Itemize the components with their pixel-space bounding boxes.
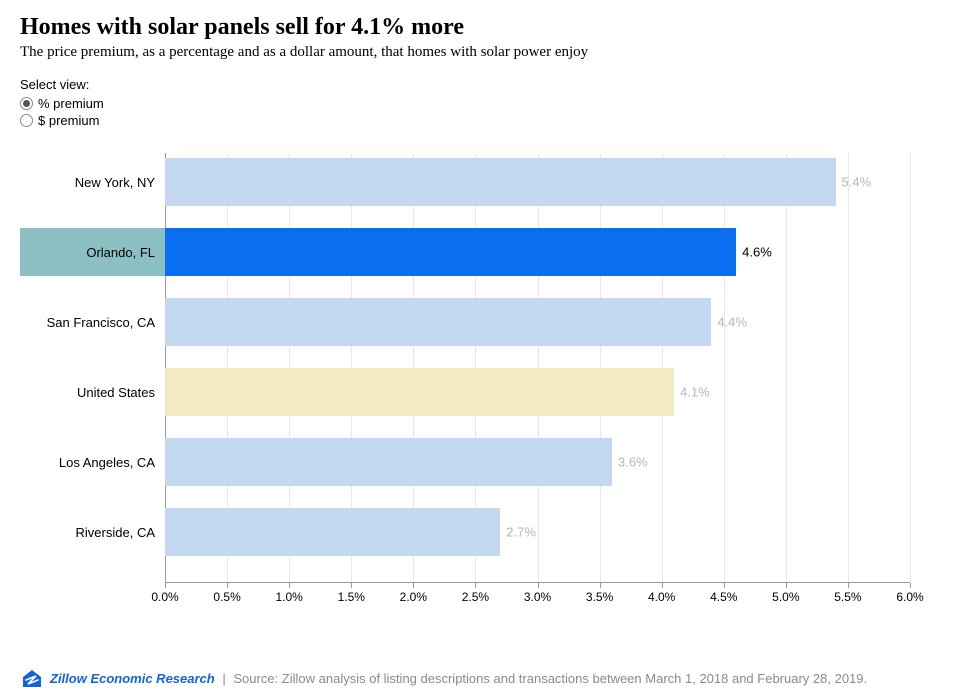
bar bbox=[165, 368, 674, 416]
bar bbox=[165, 228, 736, 276]
bar-value-label: 3.6% bbox=[618, 455, 648, 470]
bar bbox=[165, 158, 836, 206]
tick-mark bbox=[351, 583, 352, 588]
chart-title: Homes with solar panels sell for 4.1% mo… bbox=[20, 14, 940, 41]
bar-category-label: Riverside, CA bbox=[20, 508, 165, 556]
tick-mark bbox=[413, 583, 414, 588]
x-tick-label: 5.0% bbox=[772, 590, 799, 604]
tick-mark bbox=[910, 583, 911, 588]
tick-mark bbox=[662, 583, 663, 588]
tick-mark bbox=[848, 583, 849, 588]
tick-mark bbox=[165, 583, 166, 588]
tick-mark bbox=[786, 583, 787, 588]
bar-category-label: United States bbox=[20, 368, 165, 416]
tick-mark bbox=[227, 583, 228, 588]
x-tick-label: 4.5% bbox=[710, 590, 737, 604]
tick-mark bbox=[538, 583, 539, 588]
bar-value-label: 4.1% bbox=[680, 385, 710, 400]
radio-label: % premium bbox=[38, 96, 104, 111]
bar-row: Orlando, FL4.6% bbox=[165, 228, 910, 276]
x-axis: 0.0%0.5%1.0%1.5%2.0%2.5%3.0%3.5%4.0%4.5%… bbox=[165, 583, 910, 613]
bar-row: New York, NY5.4% bbox=[165, 158, 910, 206]
tick-mark bbox=[475, 583, 476, 588]
bar-chart: New York, NY5.4%Orlando, FL4.6%San Franc… bbox=[20, 153, 940, 623]
bar-category-label: Los Angeles, CA bbox=[20, 438, 165, 486]
bar bbox=[165, 298, 711, 346]
bar-row: Los Angeles, CA3.6% bbox=[165, 438, 910, 486]
gridline bbox=[910, 153, 911, 582]
chart-footer: Zillow Economic Research | Source: Zillo… bbox=[20, 666, 940, 690]
tick-mark bbox=[600, 583, 601, 588]
x-tick-label: 0.0% bbox=[151, 590, 178, 604]
bar-category-label: Orlando, FL bbox=[20, 228, 165, 276]
x-tick-label: 1.0% bbox=[275, 590, 302, 604]
x-tick-label: 2.5% bbox=[462, 590, 489, 604]
footer-separator: | bbox=[222, 671, 225, 686]
x-tick-label: 4.0% bbox=[648, 590, 675, 604]
view-option-0[interactable]: % premium bbox=[20, 96, 940, 111]
tick-mark bbox=[724, 583, 725, 588]
x-tick-label: 0.5% bbox=[213, 590, 240, 604]
footer-brand: Zillow Economic Research bbox=[50, 671, 215, 686]
bar-value-label: 4.6% bbox=[742, 245, 772, 260]
bar-value-label: 4.4% bbox=[717, 315, 747, 330]
x-tick-label: 5.5% bbox=[834, 590, 861, 604]
chart-subtitle: The price premium, as a percentage and a… bbox=[20, 44, 940, 61]
view-selector-label: Select view: bbox=[20, 77, 940, 92]
zillow-logo-icon bbox=[20, 666, 44, 690]
bar-value-label: 2.7% bbox=[506, 525, 536, 540]
bar-row: United States4.1% bbox=[165, 368, 910, 416]
radio-label: $ premium bbox=[38, 113, 99, 128]
view-selector: % premium $ premium bbox=[20, 96, 940, 128]
bar-category-label: San Francisco, CA bbox=[20, 298, 165, 346]
radio-icon bbox=[20, 114, 33, 127]
x-tick-label: 2.0% bbox=[400, 590, 427, 604]
bar bbox=[165, 508, 500, 556]
bar-row: San Francisco, CA4.4% bbox=[165, 298, 910, 346]
footer-source: Source: Zillow analysis of listing descr… bbox=[233, 671, 867, 686]
bar-value-label: 5.4% bbox=[842, 175, 872, 190]
x-tick-label: 1.5% bbox=[338, 590, 365, 604]
x-tick-label: 3.0% bbox=[524, 590, 551, 604]
bar bbox=[165, 438, 612, 486]
view-option-1[interactable]: $ premium bbox=[20, 113, 940, 128]
bar-row: Riverside, CA2.7% bbox=[165, 508, 910, 556]
x-tick-label: 3.5% bbox=[586, 590, 613, 604]
radio-icon bbox=[20, 97, 33, 110]
x-tick-label: 6.0% bbox=[896, 590, 923, 604]
tick-mark bbox=[289, 583, 290, 588]
bar-category-label: New York, NY bbox=[20, 158, 165, 206]
